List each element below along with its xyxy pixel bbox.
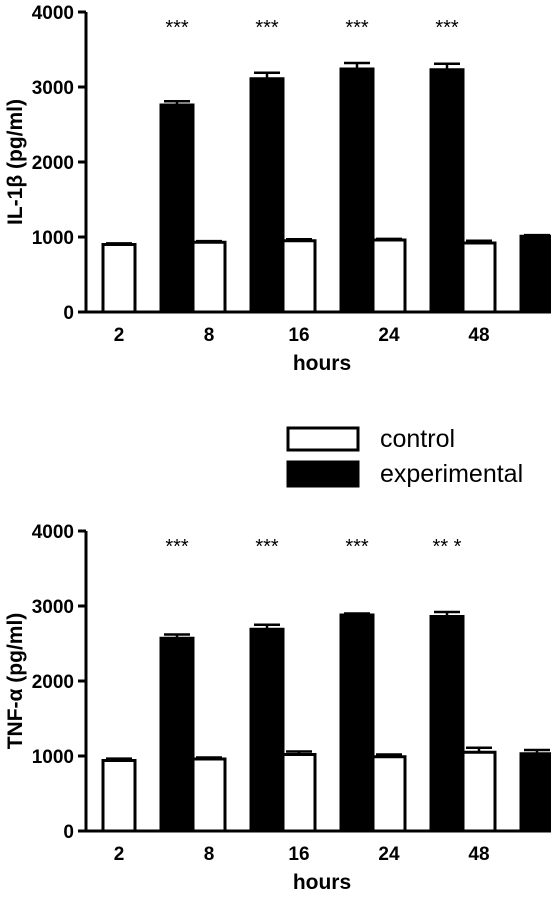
y-tick-label: 4000 bbox=[32, 522, 74, 543]
x-axis-title: hours bbox=[293, 352, 351, 375]
y-tick-label: 3000 bbox=[32, 597, 74, 618]
experimental-bar bbox=[519, 234, 551, 314]
significance-label: *** bbox=[165, 17, 189, 39]
experimental-bar bbox=[159, 103, 195, 314]
control-bar bbox=[101, 759, 137, 833]
y-tick-label: 1000 bbox=[32, 228, 74, 249]
experimental-bar bbox=[249, 77, 285, 314]
x-tick-label: 2 bbox=[114, 325, 125, 346]
y-axis-title: IL-1β (pg/ml) bbox=[4, 99, 27, 225]
tnfa-chart: 0 1000 2000 3000 4000 TNF-α (pg/ml) 2 *** 8 *** 16… bbox=[4, 522, 551, 894]
y-axis-title: TNF-α (pg/ml) bbox=[4, 613, 27, 750]
significance-label: ** * bbox=[433, 536, 462, 558]
x-tick-label: 2 bbox=[114, 844, 125, 865]
y-tick-label: 2000 bbox=[32, 153, 74, 174]
experimental-bar bbox=[429, 615, 465, 833]
control-bar bbox=[371, 755, 407, 833]
x-tick-label: 16 bbox=[288, 325, 309, 346]
significance-label: *** bbox=[345, 17, 369, 39]
legend-label-control: control bbox=[380, 425, 455, 453]
x-tick-label: 8 bbox=[204, 844, 215, 865]
significance-label: *** bbox=[435, 17, 459, 39]
y-tick-label: 3000 bbox=[32, 78, 74, 99]
x-tick-label: 48 bbox=[468, 325, 489, 346]
x-tick-label: 8 bbox=[204, 325, 215, 346]
experimental-bar bbox=[339, 67, 375, 314]
experimental-bar bbox=[519, 752, 551, 833]
x-axis-title: hours bbox=[293, 871, 351, 894]
legend-swatch-experimental bbox=[286, 460, 360, 488]
y-tick-label: 0 bbox=[63, 303, 74, 324]
significance-label: *** bbox=[255, 536, 279, 558]
il1b-chart: 0 1000 2000 3000 4000 IL-1β (pg/ml) 2 *** 8 *** 16… bbox=[4, 3, 551, 375]
significance-label: *** bbox=[165, 536, 189, 558]
y-tick-label: 4000 bbox=[32, 3, 74, 24]
experimental-bar bbox=[249, 627, 285, 833]
legend: control experimental bbox=[286, 425, 523, 488]
significance-label: *** bbox=[255, 17, 279, 39]
y-tick-label: 2000 bbox=[32, 672, 74, 693]
control-bar bbox=[461, 241, 497, 314]
y-tick-label: 0 bbox=[63, 822, 74, 843]
x-tick-label: 24 bbox=[378, 844, 400, 865]
control-bar bbox=[371, 238, 407, 314]
control-bar bbox=[461, 750, 497, 833]
legend-swatch-control bbox=[286, 426, 360, 452]
y-tick-label: 1000 bbox=[32, 747, 74, 768]
significance-label: *** bbox=[345, 536, 369, 558]
control-bar bbox=[281, 239, 317, 314]
experimental-bar bbox=[339, 613, 375, 833]
experimental-bar bbox=[429, 68, 465, 314]
control-bar bbox=[281, 753, 317, 833]
control-bar bbox=[101, 243, 137, 314]
legend-label-experimental: experimental bbox=[380, 460, 523, 488]
x-tick-label: 16 bbox=[288, 844, 309, 865]
control-bar bbox=[191, 240, 227, 314]
x-tick-label: 48 bbox=[468, 844, 489, 865]
x-tick-label: 24 bbox=[378, 325, 400, 346]
experimental-bar bbox=[159, 636, 195, 833]
control-bar bbox=[191, 757, 227, 833]
